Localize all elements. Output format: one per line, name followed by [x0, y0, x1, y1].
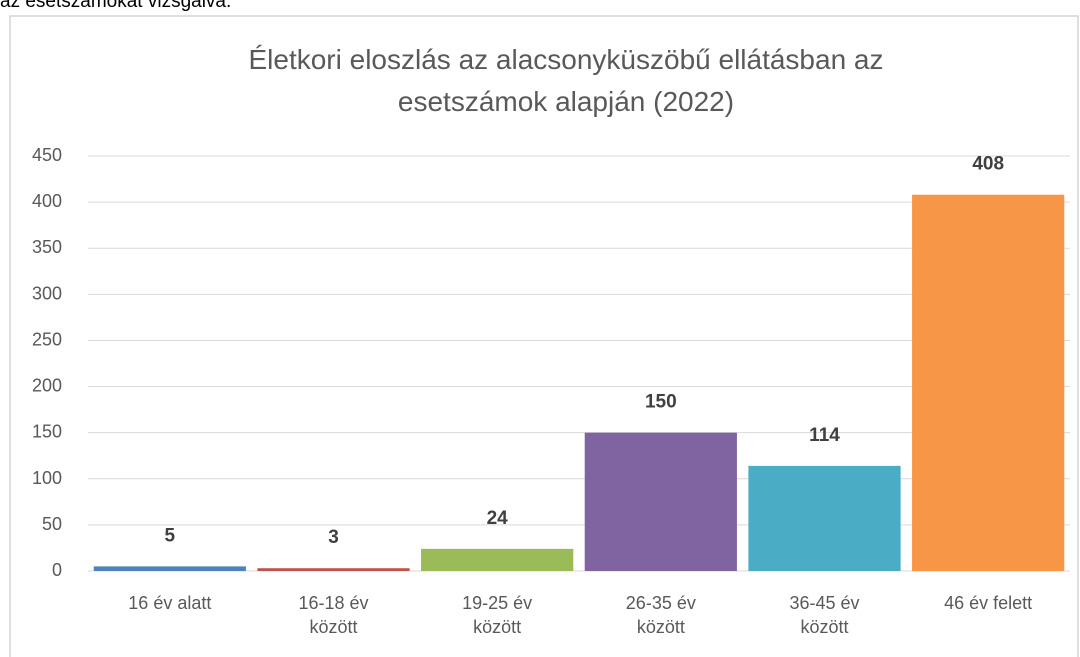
y-tick-label: 200: [32, 375, 62, 395]
bar: [748, 465, 901, 571]
chart-title: Életkori eloszlás az alacsonyküszöbű ell…: [248, 44, 883, 117]
bar: [421, 548, 574, 571]
page-text: az esetszámokat vizsgálva.: [0, 0, 231, 12]
bar: [584, 432, 737, 571]
y-tick-label: 350: [32, 237, 62, 257]
y-tick-label: 250: [32, 329, 62, 349]
value-label: 5: [165, 525, 176, 546]
x-tick-label: 16-18 év között: [298, 593, 368, 637]
bar: [912, 194, 1065, 571]
bar: [257, 568, 410, 571]
x-tick-label: 36-45 év között: [789, 593, 859, 637]
y-tick-label: 50: [42, 514, 62, 534]
y-tick-label: 300: [32, 283, 62, 303]
y-tick-label: 450: [32, 145, 62, 165]
y-tick-label: 150: [32, 421, 62, 441]
y-tick-label: 400: [32, 191, 62, 211]
value-label: 150: [645, 392, 677, 413]
x-tick-label: 19-25 év között: [462, 593, 532, 637]
bar: [93, 566, 246, 571]
value-label: 408: [972, 154, 1004, 175]
value-label: 114: [809, 425, 840, 446]
x-tick-label: 16 év alatt: [128, 593, 211, 613]
value-label: 24: [487, 508, 509, 529]
y-tick-label: 100: [32, 468, 62, 488]
x-tick-label: 46 év felett: [944, 593, 1032, 613]
x-tick-label: 26-35 év között: [626, 593, 696, 637]
value-label: 3: [328, 527, 339, 548]
y-tick-label: 0: [52, 560, 62, 580]
